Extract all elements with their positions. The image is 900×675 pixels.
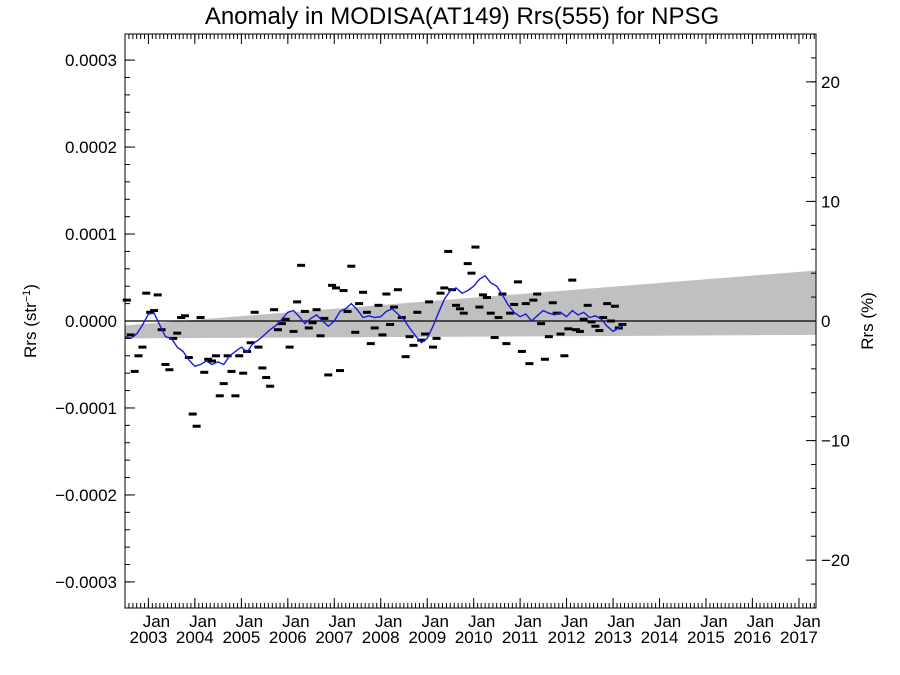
x-tick-month: Jan [143,612,170,631]
x-tick-year: 2012 [548,628,586,647]
y-tick-label: 0.0002 [65,138,117,157]
x-tick-month: Jan [793,612,820,631]
chart-title: Anomaly in MODISA(AT149) Rrs(555) for NP… [205,3,719,30]
x-tick-year: 2005 [222,628,260,647]
x-tick-year: 2014 [641,628,679,647]
x-tick-year: 2008 [362,628,400,647]
x-tick-month: Jan [514,612,541,631]
y-axis-label: Rrs (str−1) [21,284,40,358]
x-tick-month: Jan [375,612,402,631]
x-tick-year: 2006 [269,628,307,647]
x-tick-month: Jan [561,612,588,631]
x-tick-month: Jan [236,612,263,631]
y-axis-ticks: 0.0003 0.0002 0.0001 0.0000 −0.0001 −0.0002 −0… [55,51,135,592]
x-tick-month: Jan [607,612,634,631]
y2-tick-label: −20 [821,551,850,570]
x-tick-year: 2016 [733,628,771,647]
x-tick-month: Jan [747,612,774,631]
x-tick-month: Jan [700,612,727,631]
x-tick-year: 2004 [176,628,214,647]
x-tick-month: Jan [468,612,495,631]
x-tick-year: 2009 [408,628,446,647]
y-tick-label: −0.0003 [55,573,117,592]
x-tick-month: Jan [189,612,216,631]
y2-axis-label: Rrs (%) [858,292,877,350]
running-mean-layer [124,274,625,367]
y2-tick-label: 10 [821,192,840,211]
x-tick-month: Jan [329,612,356,631]
x-tick-year: 2015 [687,628,725,647]
y-tick-label: 0.0000 [65,312,117,331]
x-tick-year: 2010 [455,628,493,647]
x-tick-year: 2017 [780,628,818,647]
running-mean-line [124,274,625,367]
x-tick-year: 2003 [129,628,167,647]
trend-confidence-band [125,270,816,339]
x-tick-year: 2007 [315,628,353,647]
y2-tick-label: 20 [821,73,840,92]
y-tick-label: −0.0001 [55,399,117,418]
y2-axis-ticks: 20 10 0 −10 −20 [806,57,850,585]
y2-tick-label: −10 [821,432,850,451]
y-tick-label: 0.0001 [65,225,117,244]
x-tick-month: Jan [654,612,681,631]
trend-band-layer [125,270,816,339]
y-tick-label: 0.0003 [65,51,117,70]
x-axis-ticks: Jan2003Jan2004Jan2005Jan2006Jan2007Jan20… [124,34,821,647]
y-tick-label: −0.0002 [55,486,117,505]
x-tick-year: 2011 [502,628,539,647]
x-tick-year: 2013 [594,628,632,647]
x-tick-month: Jan [282,612,309,631]
y2-tick-label: 0 [821,312,830,331]
anomaly-points-layer [122,245,627,428]
x-tick-month: Jan [422,612,449,631]
